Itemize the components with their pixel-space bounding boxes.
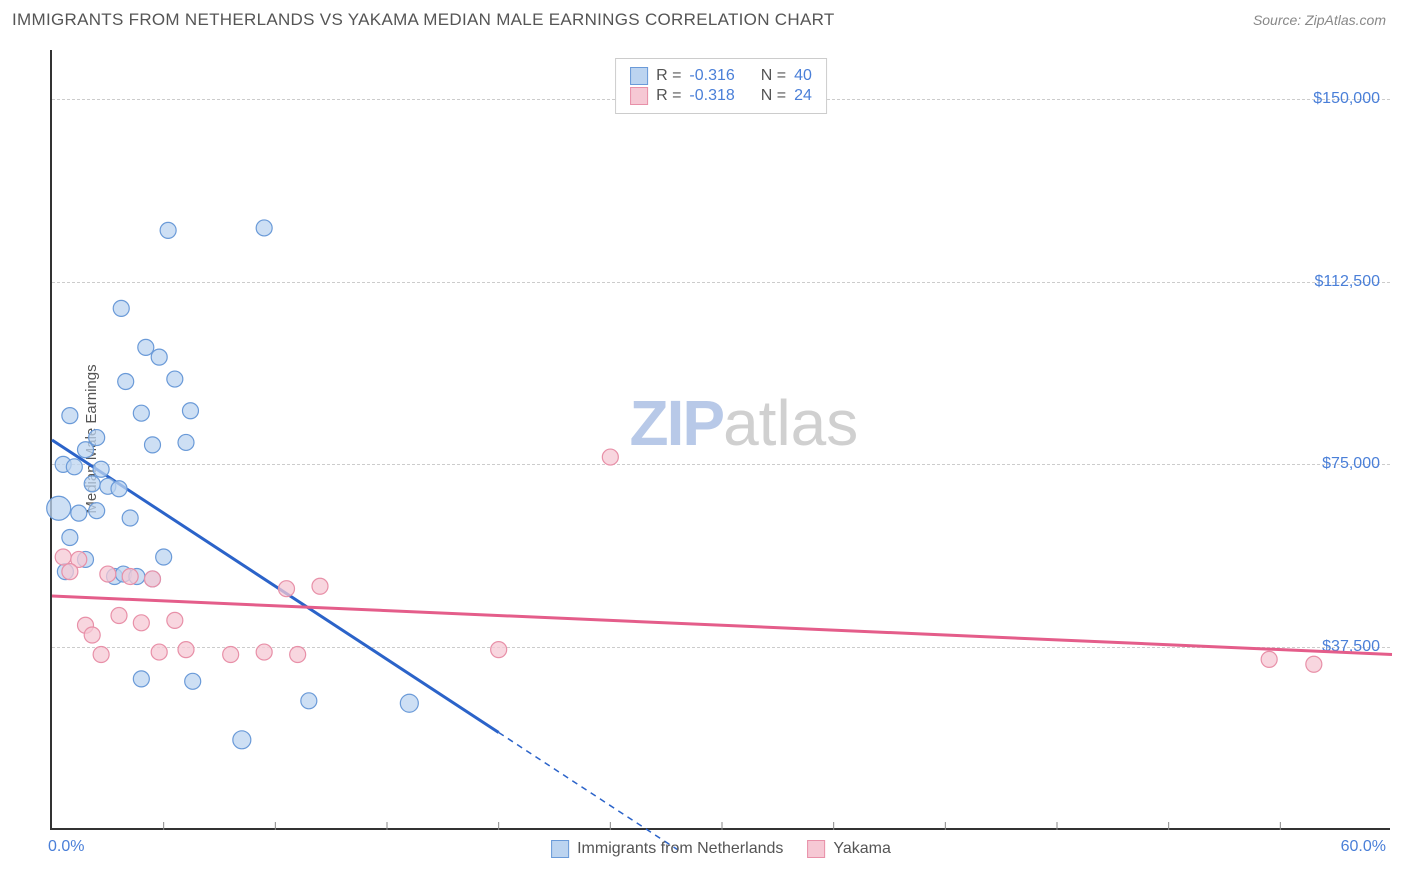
scatter-point [160,222,176,238]
scatter-point [145,571,161,587]
scatter-point [93,461,109,477]
scatter-point [93,647,109,663]
scatter-point [182,403,198,419]
legend-swatch [807,840,825,858]
scatter-point [138,339,154,355]
r-label: R = [656,87,681,105]
trend-line [52,596,1392,655]
chart-title: IMMIGRANTS FROM NETHERLANDS VS YAKAMA ME… [12,10,835,30]
scatter-point [89,503,105,519]
scatter-point [145,437,161,453]
scatter-point [156,549,172,565]
n-value: 40 [794,67,812,85]
plot-svg [52,50,1390,828]
scatter-point [279,581,295,597]
scatter-point [301,693,317,709]
legend-swatch [630,67,648,85]
correlation-box: R = -0.316 N = 40 R = -0.318 N = 24 [615,58,827,114]
scatter-point [602,449,618,465]
scatter-point [256,644,272,660]
scatter-point [167,371,183,387]
scatter-point [491,642,507,658]
scatter-point [122,510,138,526]
chart-header: IMMIGRANTS FROM NETHERLANDS VS YAKAMA ME… [0,0,1406,35]
scatter-point [256,220,272,236]
scatter-point [1261,651,1277,667]
scatter-point [223,647,239,663]
scatter-point [151,644,167,660]
legend-swatch [551,840,569,858]
correlation-row: R = -0.318 N = 24 [630,87,812,105]
legend-swatch [630,87,648,105]
scatter-point [151,349,167,365]
n-label: N = [761,87,786,105]
scatter-point [122,569,138,585]
scatter-point [111,481,127,497]
x-tick-max: 60.0% [1341,838,1386,856]
scatter-point [400,694,418,712]
r-label: R = [656,67,681,85]
scatter-point [100,566,116,582]
scatter-point [178,434,194,450]
scatter-point [118,374,134,390]
legend-item: Immigrants from Netherlands [551,840,783,858]
plot-area: Median Male Earnings $37,500$75,000$112,… [50,50,1390,830]
legend-label: Yakama [833,840,891,858]
n-value: 24 [794,87,812,105]
scatter-point [84,476,100,492]
n-label: N = [761,67,786,85]
scatter-point [290,647,306,663]
scatter-point [233,731,251,749]
scatter-point [111,608,127,624]
scatter-point [133,615,149,631]
scatter-point [55,549,71,565]
scatter-point [71,505,87,521]
x-tick-min: 0.0% [48,838,84,856]
chart-source: Source: ZipAtlas.com [1253,12,1386,28]
scatter-point [66,459,82,475]
legend-item: Yakama [807,840,891,858]
scatter-point [133,671,149,687]
r-value: -0.316 [689,67,734,85]
scatter-point [62,530,78,546]
bottom-legend: Immigrants from Netherlands Yakama [551,840,891,858]
scatter-point [178,642,194,658]
scatter-point [89,430,105,446]
scatter-point [133,405,149,421]
correlation-row: R = -0.316 N = 40 [630,67,812,85]
scatter-point [47,496,71,520]
chart-container: Median Male Earnings $37,500$75,000$112,… [50,50,1390,830]
scatter-point [84,627,100,643]
scatter-point [312,578,328,594]
scatter-point [113,300,129,316]
trend-line-extrapolated [499,733,678,850]
scatter-point [1306,656,1322,672]
scatter-point [167,612,183,628]
scatter-point [78,442,94,458]
legend-label: Immigrants from Netherlands [577,840,783,858]
scatter-point [185,673,201,689]
r-value: -0.318 [689,87,734,105]
scatter-point [62,408,78,424]
scatter-point [62,564,78,580]
